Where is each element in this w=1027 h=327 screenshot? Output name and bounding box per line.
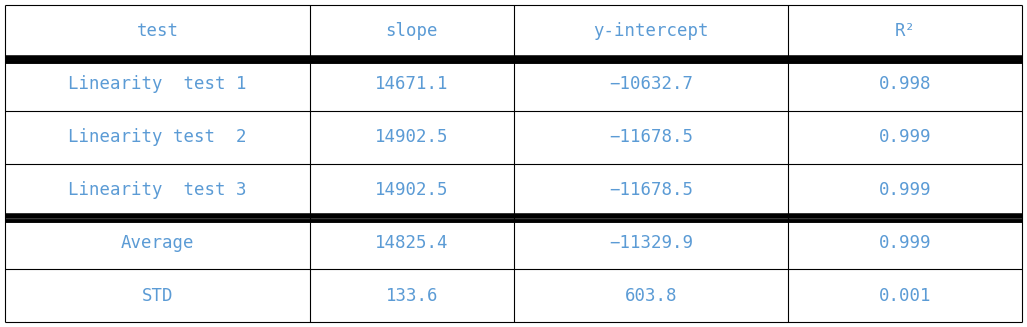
Text: 14902.5: 14902.5 [375, 181, 449, 199]
Text: 133.6: 133.6 [385, 287, 439, 305]
Text: 0.999: 0.999 [879, 181, 931, 199]
Text: 14671.1: 14671.1 [375, 75, 449, 93]
Text: Linearity  test 3: Linearity test 3 [69, 181, 246, 199]
Text: y-intercept: y-intercept [593, 22, 709, 40]
Text: 0.999: 0.999 [879, 128, 931, 146]
Text: R²: R² [895, 22, 915, 40]
Text: 603.8: 603.8 [624, 287, 677, 305]
Text: −11329.9: −11329.9 [609, 234, 693, 252]
Text: slope: slope [385, 22, 439, 40]
Text: 0.999: 0.999 [879, 234, 931, 252]
Text: −11678.5: −11678.5 [609, 181, 693, 199]
Text: STD: STD [142, 287, 174, 305]
Text: 0.001: 0.001 [879, 287, 931, 305]
Text: 14825.4: 14825.4 [375, 234, 449, 252]
Text: 0.998: 0.998 [879, 75, 931, 93]
Text: −10632.7: −10632.7 [609, 75, 693, 93]
Text: Linearity  test 1: Linearity test 1 [69, 75, 246, 93]
Text: 14902.5: 14902.5 [375, 128, 449, 146]
Text: Average: Average [121, 234, 194, 252]
Text: test: test [137, 22, 179, 40]
Text: −11678.5: −11678.5 [609, 128, 693, 146]
Text: Linearity test  2: Linearity test 2 [69, 128, 246, 146]
